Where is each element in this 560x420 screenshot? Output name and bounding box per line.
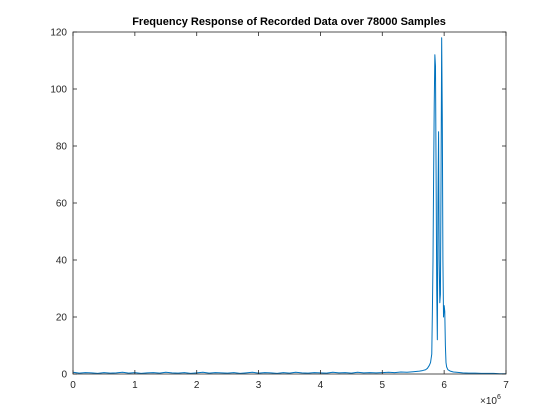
y-tick-label-1: 20 bbox=[56, 313, 68, 324]
data-layer bbox=[72, 37, 506, 375]
y-tick-label-0: 0 bbox=[61, 370, 67, 381]
x-tick-label-3: 3 bbox=[256, 380, 262, 391]
y-tick-label-5: 100 bbox=[50, 85, 67, 96]
x-tick-label-7: 7 bbox=[503, 380, 509, 391]
x-tick-label-1: 1 bbox=[132, 380, 138, 391]
x-multiplier-exponent: 6 bbox=[497, 394, 501, 401]
x-axis-multiplier: ×106 bbox=[480, 394, 501, 407]
series-line-0 bbox=[72, 37, 506, 375]
x-tick-label-2: 2 bbox=[194, 380, 200, 391]
ticks-layer: 0 1 2 3 4 5 6 7 0 20 40 60 80 100 120 bbox=[50, 28, 509, 392]
x-tick-label-4: 4 bbox=[318, 380, 324, 391]
y-tick-label-4: 80 bbox=[56, 142, 68, 153]
y-tick-label-2: 40 bbox=[56, 256, 68, 267]
x-tick-label-6: 6 bbox=[441, 380, 447, 391]
chart-title: Frequency Response of Recorded Data over… bbox=[132, 16, 446, 28]
x-tick-label-0: 0 bbox=[70, 380, 76, 391]
y-tick-label-3: 60 bbox=[56, 199, 68, 210]
x-multiplier-base: ×10 bbox=[480, 396, 497, 407]
x-tick-label-5: 5 bbox=[380, 380, 386, 391]
y-tick-label-6: 120 bbox=[50, 28, 67, 39]
